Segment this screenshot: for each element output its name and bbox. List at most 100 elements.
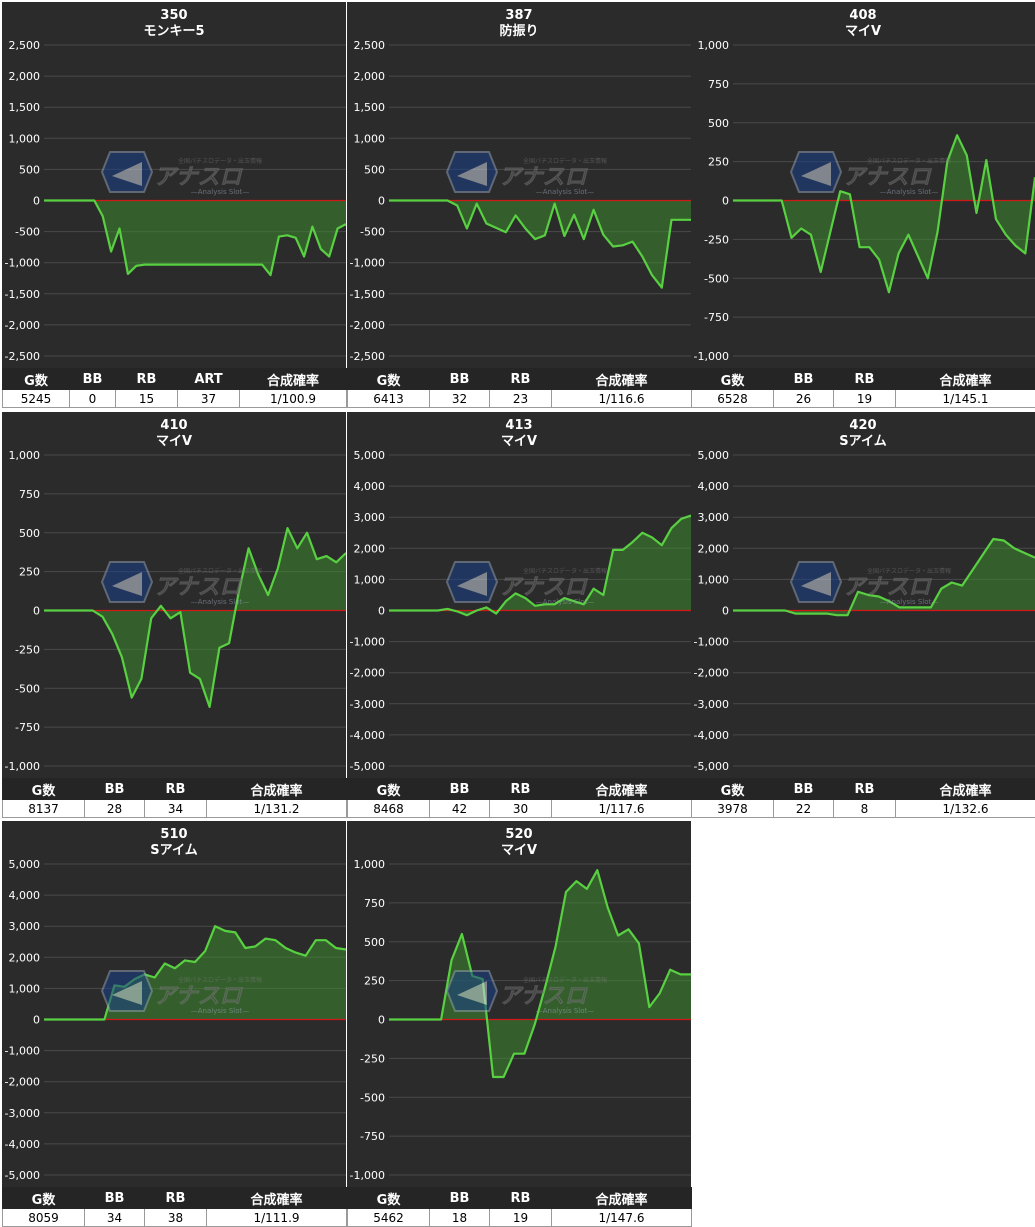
y-tick-label: -1,000	[5, 1045, 40, 1058]
watermark-logo: アナスロ—Analysis Slot— 全国パチスロデータ・出玉情報	[100, 151, 262, 196]
chart-panel: 5,000 4,000 3,000 2,000 1,000 0 -1,000 -2,000 -3…	[691, 412, 1035, 778]
y-tick-label: -250	[360, 1052, 385, 1065]
stats-column-header: BB	[429, 1187, 490, 1209]
stats-cell: 1/145.1	[895, 389, 1035, 408]
area-fill	[389, 870, 691, 1077]
machine-name: モンキー5	[143, 24, 205, 39]
stats-header-row: G数 BB RB 合成確率	[347, 368, 692, 390]
machine-name: マイV	[500, 434, 538, 449]
area-fill	[389, 200, 691, 288]
stats-value-row: 6528 26 19 1/145.1	[691, 389, 1035, 408]
stats-column-header: G数	[347, 778, 430, 800]
area-fill	[389, 515, 691, 616]
stats-header-row: G数 BB RB 合成確率	[691, 368, 1035, 390]
y-tick-label: 1,500	[354, 101, 386, 114]
chart-card: 5,000 4,000 3,000 2,000 1,000 0 -1,000 -2,000 -3…	[2, 821, 347, 1227]
stats-table: G数 BB RB 合成確率 8137 28 34 1/131.2	[2, 778, 347, 818]
line-chart: 1,000 750 500 250 0 -250 -500 -750 -1,000 アナスロ—An…	[350, 858, 691, 1182]
y-tick-label: 1,000	[354, 132, 386, 145]
y-tick-label: 500	[364, 936, 385, 949]
stats-cell: 19	[489, 1208, 552, 1227]
y-tick-label: 0	[378, 605, 385, 618]
y-tick-label: -1,000	[350, 1169, 385, 1182]
stats-cell: 8468	[347, 799, 430, 818]
stats-cell: 28	[84, 799, 145, 818]
y-tick-label: 1,000	[354, 573, 386, 586]
chart-header: 410 マイV	[2, 418, 346, 450]
y-tick-label: -500	[360, 226, 385, 239]
watermark-sub: —Analysis Slot—	[536, 1007, 594, 1015]
chart-card: 1,000 750 500 250 0 -250 -500 -750 -1,000 アナスロ —An…	[2, 412, 347, 818]
stats-value-row: 6413 32 23 1/116.6	[347, 389, 692, 408]
y-tick-label: -2,000	[350, 319, 385, 332]
y-tick-label: 0	[33, 195, 40, 208]
y-tick-label: -500	[360, 1091, 385, 1104]
watermark-sub: —Analysis Slot—	[191, 1007, 249, 1015]
y-tick-label: 1,500	[9, 101, 41, 114]
stats-cell: 6528	[691, 389, 774, 408]
stats-column-header: G数	[2, 778, 85, 800]
y-tick-label: -3,000	[5, 1107, 40, 1120]
stats-column-header: 合成確率	[551, 368, 692, 390]
stats-header-row: G数 BB RB 合成確率	[347, 1187, 692, 1209]
area-fill	[44, 200, 346, 276]
y-tick-label: 2,000	[354, 70, 386, 83]
stats-column-header: RB	[144, 1187, 207, 1209]
stats-column-header: 合成確率	[239, 368, 347, 390]
y-tick-label: -5,000	[350, 760, 385, 773]
watermark-logo: アナスロ—Analysis Slot— 全国パチスロデータ・出玉情報	[445, 970, 607, 1015]
y-tick-label: -2,500	[5, 350, 40, 363]
stats-column-header: RB	[833, 368, 896, 390]
stats-column-header: BB	[773, 368, 834, 390]
stats-cell: 1/132.6	[895, 799, 1035, 818]
chart-header: 510 Sアイム	[2, 827, 346, 859]
stats-column-header: 合成確率	[895, 368, 1035, 390]
y-tick-label: -2,000	[5, 1076, 40, 1089]
stats-header-row: G数 BB RB 合成確率	[2, 778, 347, 800]
y-tick-label: 750	[19, 488, 40, 501]
watermark-sub: —Analysis Slot—	[880, 598, 938, 606]
y-tick-label: 0	[378, 1014, 385, 1027]
watermark-tag: 全国パチスロデータ・出玉情報	[178, 567, 262, 575]
series-line	[733, 537, 1035, 617]
watermark-logo: アナスロ—Analysis Slot— 全国パチスロデータ・出玉情報	[445, 151, 607, 196]
machine-number: 410	[160, 418, 188, 433]
watermark-tag: 全国パチスロデータ・出玉情報	[523, 567, 607, 575]
line-chart: 5,000 4,000 3,000 2,000 1,000 0 -1,000 -2,000 -3…	[694, 449, 1035, 773]
y-tick-label: 0	[722, 195, 729, 208]
chart-panel: 1,000 750 500 250 0 -250 -500 -750 -1,000 アナスロ —An…	[347, 821, 691, 1187]
y-tick-label: 4,000	[9, 889, 41, 902]
y-tick-label: -1,000	[350, 257, 385, 270]
y-tick-label: 2,000	[9, 70, 41, 83]
line-chart: 1,000 750 500 250 0 -250 -500 -750 -1,000 アナスロ—An…	[694, 39, 1035, 363]
watermark-logo: アナスロ—Analysis Slot— 全国パチスロデータ・出玉情報	[789, 151, 951, 196]
stats-column-header: ART	[177, 368, 240, 390]
stats-header-row: G数 BB RB 合成確率	[347, 778, 692, 800]
watermark-sub: —Analysis Slot—	[191, 188, 249, 196]
machine-name: マイV	[844, 24, 882, 39]
stats-cell: 32	[429, 389, 490, 408]
y-tick-label: -3,000	[694, 698, 729, 711]
watermark-sub: —Analysis Slot—	[880, 188, 938, 196]
y-tick-label: -1,500	[5, 288, 40, 301]
stats-column-header: G数	[691, 778, 774, 800]
y-tick-label: 2,000	[9, 951, 41, 964]
series-line	[389, 199, 691, 289]
y-tick-label: -4,000	[694, 729, 729, 742]
watermark-brand: アナスロ	[843, 575, 933, 600]
y-tick-label: 3,000	[698, 511, 730, 524]
y-tick-label: 1,000	[9, 982, 41, 995]
stats-cell: 19	[833, 389, 896, 408]
y-tick-label: -750	[704, 311, 729, 324]
y-tick-label: -250	[704, 233, 729, 246]
y-tick-label: -500	[704, 272, 729, 285]
stats-column-header: 合成確率	[551, 1187, 692, 1209]
stats-cell: 22	[773, 799, 834, 818]
stats-table: G数 BB RB 合成確率 5462 18 19 1/147.6	[347, 1187, 692, 1227]
stats-column-header: G数	[347, 1187, 430, 1209]
stats-column-header: BB	[84, 1187, 145, 1209]
stats-column-header: RB	[115, 368, 178, 390]
stats-value-row: 5245 0 15 37 1/100.9	[2, 389, 347, 408]
y-tick-label: -750	[15, 721, 40, 734]
stats-column-header: BB	[429, 368, 490, 390]
